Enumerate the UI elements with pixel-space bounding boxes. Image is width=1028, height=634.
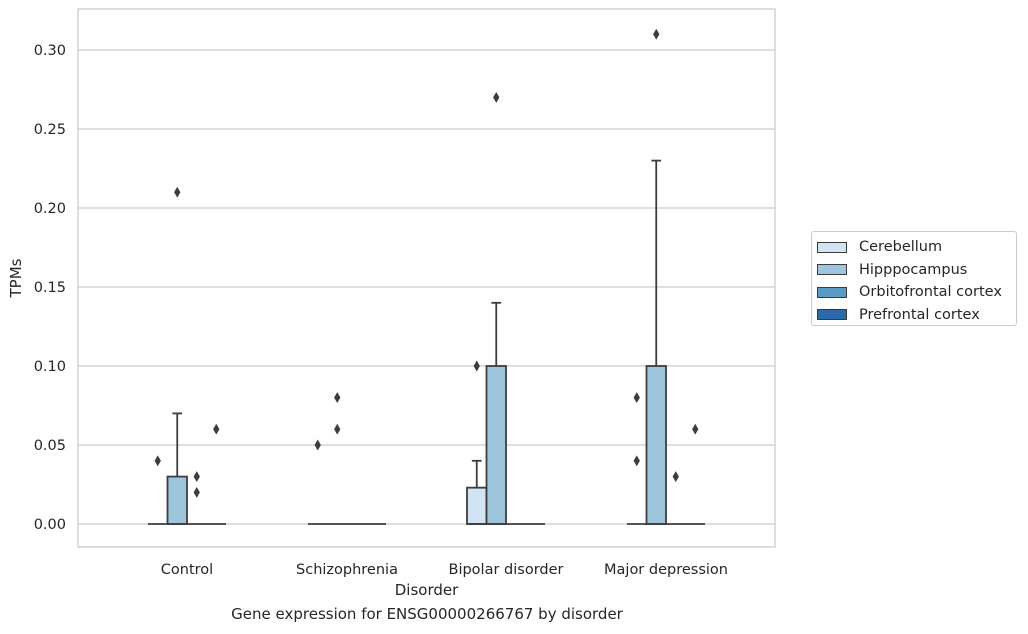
box-rect <box>166 475 188 525</box>
y-tick-label: 0.20 <box>34 201 66 217</box>
box-cerebellum <box>466 360 488 525</box>
legend: Cerebellum Hipppocampus Orbitofrontal cort… <box>811 231 1017 326</box>
outlier-point <box>633 392 640 404</box>
x-tick-labels: Control Schizophrenia Bipolar disorder Majo… <box>161 562 728 578</box>
box-cerebellum <box>148 455 168 525</box>
box-cerebellum <box>308 439 328 525</box>
x-tick-label: Major depression <box>604 562 728 578</box>
outlier-point <box>653 28 660 40</box>
x-tick-label: Bipolar disorder <box>449 562 564 578</box>
legend-swatch <box>817 241 847 253</box>
outlier-point <box>174 186 181 198</box>
legend-swatch <box>817 264 847 276</box>
outlier-point <box>672 471 679 483</box>
y-tick-labels: 0.00 0.05 0.10 0.15 0.20 0.25 0.30 <box>34 43 66 533</box>
outlier-point <box>314 439 321 451</box>
outlier-point <box>154 455 161 467</box>
legend-label: Hipppocampus <box>859 261 968 278</box>
outlier-point <box>334 392 341 404</box>
grid-lines <box>78 49 775 525</box>
box-rect <box>466 486 488 525</box>
y-tick-label: 0.30 <box>34 43 66 59</box>
box-prefrontal-cortex <box>206 423 226 525</box>
legend-label: Orbitofrontal cortex <box>859 284 1002 301</box>
y-tick-label: 0.05 <box>34 438 66 454</box>
legend-label: Prefrontal cortex <box>859 306 980 323</box>
outlier-point <box>193 486 200 498</box>
box-rect <box>645 365 667 525</box>
box-hipppocampus <box>485 91 507 525</box>
x-axis-label: Disorder <box>395 581 459 599</box>
y-tick-label: 0.10 <box>34 359 66 375</box>
y-tick-label: 0.00 <box>34 517 66 533</box>
legend-item: Hipppocampus <box>817 259 1016 282</box>
box-prefrontal-cortex <box>685 423 705 525</box>
x-tick-label: Control <box>161 562 213 578</box>
legend-swatch <box>817 309 847 321</box>
box-orbitofrontal-cortex <box>666 471 686 525</box>
legend-swatch <box>817 286 847 298</box>
legend-item: Prefrontal cortex <box>817 304 1016 327</box>
box-hipppocampus <box>327 392 347 525</box>
y-tick-label: 0.25 <box>34 122 66 138</box>
outlier-point <box>193 471 200 483</box>
legend-item: Cerebellum <box>817 236 1016 259</box>
outlier-point <box>633 455 640 467</box>
x-tick-label: Schizophrenia <box>296 562 398 578</box>
box-hipppocampus <box>645 28 667 525</box>
y-axis-label: TPMs <box>7 258 25 298</box>
outlier-point <box>334 423 341 435</box>
legend-item: Orbitofrontal cortex <box>817 281 1016 304</box>
box-cerebellum <box>627 392 647 525</box>
box-rect <box>485 365 507 525</box>
box-series <box>148 28 705 525</box>
y-tick-label: 0.15 <box>34 280 66 296</box>
outlier-point <box>493 91 500 103</box>
legend-label: Cerebellum <box>859 239 943 256</box>
chart-caption: Gene expression for ENSG00000266767 by d… <box>231 605 623 623</box>
plot-frame <box>77 8 776 548</box>
box-orbitofrontal-cortex <box>187 471 207 525</box>
outlier-point <box>692 423 699 435</box>
outlier-point <box>473 360 480 372</box>
outlier-point <box>213 423 220 435</box>
box-hipppocampus <box>166 186 188 525</box>
